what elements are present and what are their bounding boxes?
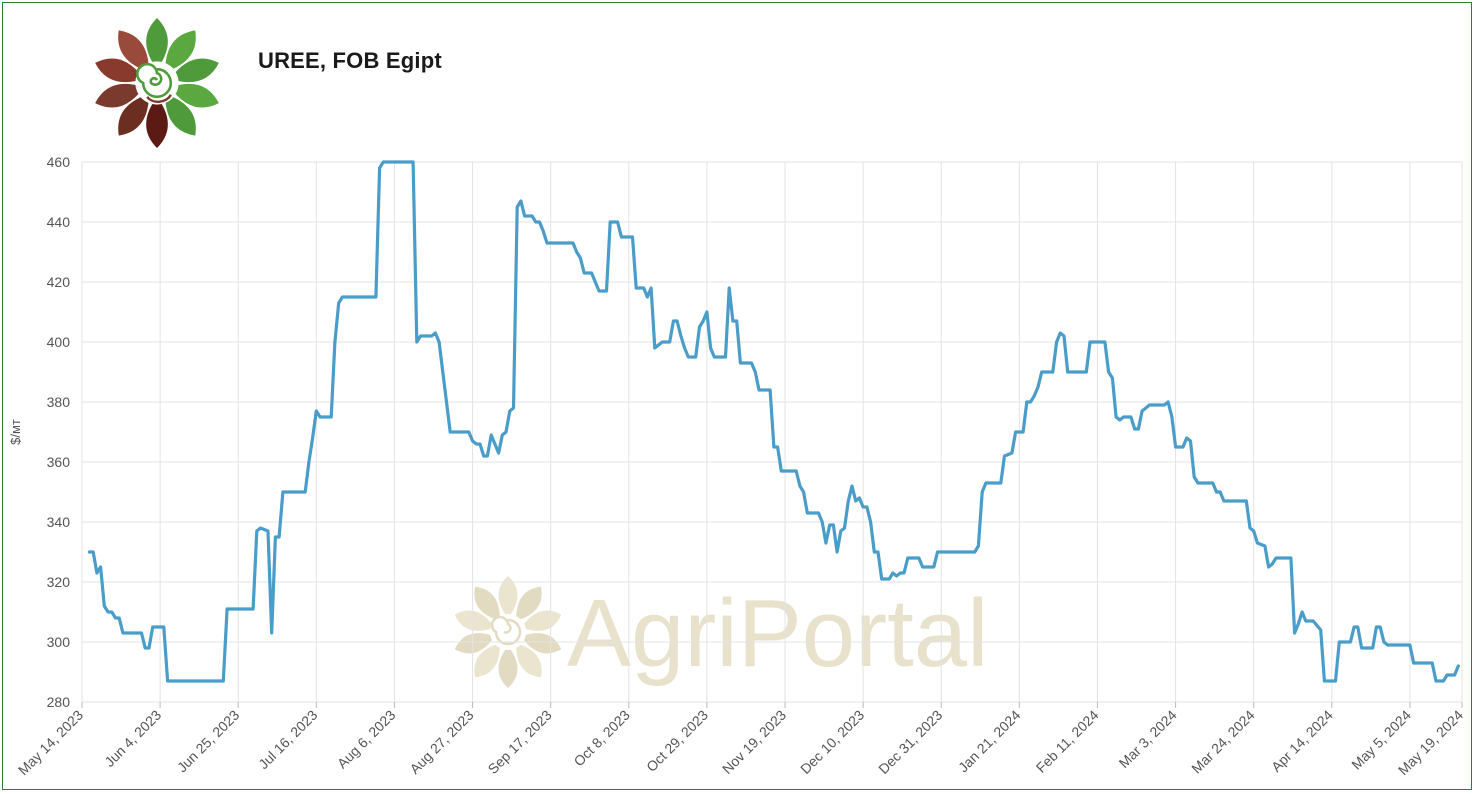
chart-grid bbox=[81, 161, 1463, 703]
petal-shape bbox=[498, 646, 518, 688]
x-tick-label: Jun 25, 2023 bbox=[174, 707, 243, 776]
x-tick-label: Oct 8, 2023 bbox=[570, 707, 633, 770]
x-tick-label: Jan 21, 2024 bbox=[955, 707, 1024, 776]
petal-shape bbox=[118, 94, 149, 136]
y-tick-label: 400 bbox=[47, 334, 71, 350]
petal-shape bbox=[95, 58, 144, 83]
petal-shape bbox=[170, 58, 219, 83]
x-axis-ticks: May 14, 2023 Jun 4, 2023 Jun 25, 2023 Jul 1… bbox=[15, 702, 1466, 778]
x-tick-label: Mar 3, 2024 bbox=[1116, 707, 1180, 771]
y-axis-ticks: 280 300 320 340 360 380 400 420 440 460 bbox=[47, 154, 71, 710]
agriportal-watermark: AgriPortal bbox=[454, 576, 989, 688]
petal-shape bbox=[170, 83, 219, 108]
x-tick-label: Nov 19, 2023 bbox=[719, 707, 789, 777]
series-line bbox=[87, 160, 1460, 683]
y-tick-label: 320 bbox=[47, 574, 71, 590]
petal-shape bbox=[498, 576, 518, 618]
y-tick-label: 360 bbox=[47, 454, 71, 470]
chart-title: UREE, FOB Egipt bbox=[258, 48, 442, 73]
petal-shape bbox=[146, 17, 168, 70]
petal-shape bbox=[165, 94, 196, 136]
x-tick-label: Mar 24, 2024 bbox=[1188, 707, 1258, 777]
agriportal-logo bbox=[95, 17, 219, 149]
petal-shape bbox=[165, 30, 196, 72]
petal-shape bbox=[521, 610, 562, 631]
petal-shape bbox=[521, 633, 562, 654]
watermark-spiral bbox=[490, 615, 522, 646]
watermark-flower-icon bbox=[454, 576, 562, 688]
y-tick-label: 280 bbox=[47, 694, 71, 710]
y-tick-label: 380 bbox=[47, 394, 71, 410]
petal-shape bbox=[474, 643, 500, 678]
petal-shape bbox=[454, 610, 495, 631]
petal-shape bbox=[146, 96, 168, 149]
y-axis-label: $/мт bbox=[8, 419, 23, 445]
x-tick-label: Jun 4, 2023 bbox=[101, 707, 164, 770]
x-tick-label: Apr 14, 2024 bbox=[1268, 707, 1336, 775]
watermark-text: AgriPortal bbox=[567, 580, 989, 687]
x-tick-label: May 14, 2023 bbox=[15, 707, 86, 778]
x-tick-label: Aug 6, 2023 bbox=[334, 707, 399, 772]
petal-shape bbox=[474, 586, 500, 621]
petal-shape bbox=[516, 586, 542, 621]
petal-shape bbox=[454, 633, 495, 654]
x-tick-label: Sep 17, 2023 bbox=[485, 707, 555, 777]
y-tick-label: 340 bbox=[47, 514, 71, 530]
petal-shape bbox=[516, 643, 542, 678]
x-tick-label: Dec 10, 2023 bbox=[797, 707, 867, 777]
x-tick-label: Jul 16, 2023 bbox=[255, 707, 320, 772]
x-tick-label: Aug 27, 2023 bbox=[406, 707, 476, 777]
petal-shape bbox=[95, 83, 144, 108]
petal-shape bbox=[118, 30, 149, 72]
y-tick-label: 440 bbox=[47, 214, 71, 230]
y-tick-label: 300 bbox=[47, 634, 71, 650]
x-tick-label: Dec 31, 2023 bbox=[875, 707, 945, 777]
y-tick-label: 460 bbox=[47, 154, 71, 170]
y-tick-label: 420 bbox=[47, 274, 71, 290]
x-tick-label: Feb 11, 2024 bbox=[1033, 707, 1102, 776]
x-tick-label: Oct 29, 2023 bbox=[643, 707, 711, 775]
